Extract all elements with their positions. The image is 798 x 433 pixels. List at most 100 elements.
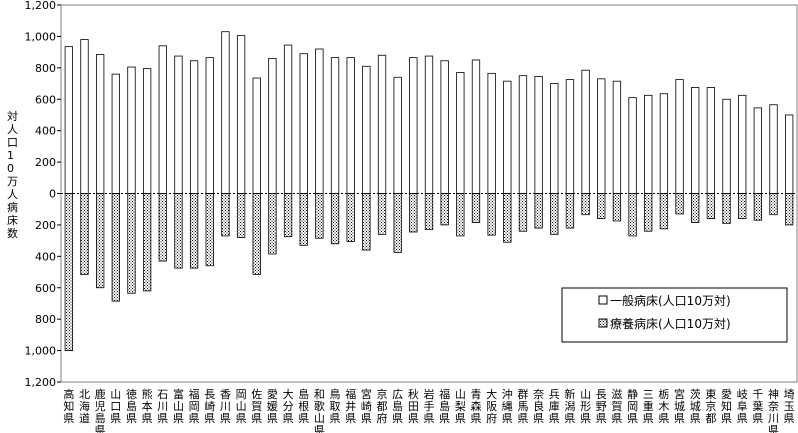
bar-longterm-12 — [252, 193, 261, 275]
bar-longterm-37 — [644, 193, 653, 232]
bar-longterm-36 — [628, 193, 637, 237]
y-tick-label: 1,200 — [25, 0, 57, 12]
x-tick-label: 埼玉県 — [784, 387, 795, 425]
bar-longterm-15 — [299, 193, 308, 246]
x-tick-label: 鹿児島県 — [95, 387, 106, 433]
bar-general-21 — [393, 76, 402, 194]
bar-longterm-7 — [174, 193, 183, 269]
bar-longterm-14 — [283, 193, 293, 238]
bar-longterm-43 — [738, 193, 747, 220]
bar-longterm-34 — [597, 193, 606, 220]
bar-general-5 — [142, 68, 152, 194]
bar-longterm-41 — [706, 193, 716, 220]
bar-general-1 — [80, 39, 89, 194]
x-tick-label: 岐阜県 — [737, 388, 748, 425]
bar-longterm-26 — [471, 193, 481, 223]
bar-general-8 — [189, 60, 199, 194]
x-tick-label: 千葉県 — [752, 388, 763, 425]
bar-longterm-6 — [158, 193, 167, 262]
bar-general-12 — [252, 77, 261, 194]
legend-swatch-general — [598, 295, 608, 305]
bar-general-2 — [95, 54, 105, 194]
x-tick-label: 鳥取県 — [330, 387, 341, 425]
bar-longterm-42 — [722, 193, 731, 224]
x-tick-label: 山梨県 — [455, 388, 466, 425]
y-tick-label: 400 — [35, 125, 56, 138]
bar-longterm-28 — [503, 193, 512, 243]
bar-general-24 — [440, 60, 449, 194]
bar-general-6 — [158, 45, 167, 194]
bar-longterm-2 — [95, 193, 105, 289]
legend: 一般病床(人口10万対) 療養病床(人口10万対) — [561, 287, 788, 343]
bar-longterm-44 — [753, 193, 763, 221]
x-tick-label: 兵庫県 — [549, 388, 560, 425]
bar-general-10 — [221, 31, 230, 194]
bar-general-28 — [503, 80, 512, 194]
bar-longterm-40 — [691, 193, 700, 223]
bar-general-41 — [706, 87, 716, 194]
bar-general-23 — [424, 55, 434, 194]
bar-longterm-13 — [268, 193, 277, 255]
bar-longterm-4 — [127, 193, 136, 294]
x-tick-label: 青森県 — [470, 388, 481, 425]
x-tick-label: 三重県 — [643, 388, 654, 425]
x-tick-label: 福岡県 — [189, 387, 200, 425]
bar-longterm-31 — [550, 193, 559, 235]
bar-longterm-22 — [409, 193, 418, 233]
bar-longterm-1 — [80, 193, 89, 275]
x-tick-label: 静岡県 — [627, 387, 638, 425]
y-tick-label: 600 — [35, 93, 56, 106]
x-tick-label: 栃木県 — [658, 387, 669, 425]
x-tick-label: 富山県 — [173, 387, 184, 425]
bar-general-4 — [127, 66, 136, 194]
x-tick-label: 広島県 — [392, 388, 403, 425]
bar-general-46 — [785, 114, 794, 194]
bar-longterm-21 — [393, 193, 402, 253]
bar-longterm-33 — [581, 193, 590, 216]
x-tick-label: 長崎県 — [204, 388, 215, 425]
x-tick-label: 京都府 — [377, 387, 388, 425]
x-tick-label: 佐賀県 — [251, 387, 262, 425]
x-tick-label: 大阪府 — [486, 387, 497, 425]
bar-general-27 — [487, 72, 496, 194]
bar-longterm-3 — [111, 193, 120, 302]
bar-general-38 — [659, 93, 669, 194]
bar-general-3 — [111, 73, 120, 194]
bar-longterm-10 — [221, 193, 230, 237]
y-tick-label: 0 — [49, 188, 56, 201]
bar-longterm-46 — [785, 193, 794, 226]
bar-longterm-17 — [330, 193, 340, 245]
x-tick-label: 大分県 — [283, 387, 294, 425]
bar-general-30 — [534, 76, 543, 194]
bar-general-16 — [315, 48, 324, 194]
x-tick-label: 北海道 — [79, 388, 90, 425]
x-tick-label: 宮城県 — [674, 387, 685, 425]
y-tick-label: 600 — [35, 282, 56, 295]
x-tick-label: 長野県 — [596, 388, 607, 425]
x-tick-label: 岡山県 — [236, 388, 247, 425]
x-tick-label: 高知県 — [63, 387, 74, 425]
bar-longterm-24 — [440, 193, 449, 226]
bar-general-36 — [628, 97, 637, 194]
x-tick-label: 愛媛県 — [267, 388, 278, 425]
x-tick-label: 宮崎県 — [361, 387, 372, 425]
bar-general-42 — [722, 98, 731, 194]
x-tick-label: 和歌山県 — [314, 388, 325, 433]
x-tick-label: 熊本県 — [142, 387, 153, 425]
bar-longterm-9 — [205, 193, 214, 267]
x-tick-label: 新潟県 — [564, 387, 575, 425]
legend-label-longterm: 療養病床(人口10万対) — [610, 316, 731, 331]
bar-general-39 — [675, 79, 684, 194]
bar-general-0 — [64, 46, 73, 194]
bar-general-7 — [174, 55, 183, 194]
x-tick-label: 群馬県 — [517, 387, 528, 425]
x-tick-label: 滋賀県 — [611, 388, 622, 425]
bar-general-25 — [456, 72, 465, 194]
x-tick-label: 岩手県 — [424, 387, 435, 425]
x-tick-label: 山形県 — [580, 388, 591, 425]
bar-general-29 — [518, 75, 528, 194]
bar-longterm-20 — [377, 193, 387, 235]
bar-general-17 — [330, 57, 340, 194]
bar-longterm-27 — [487, 193, 496, 236]
bar-general-22 — [409, 57, 418, 194]
